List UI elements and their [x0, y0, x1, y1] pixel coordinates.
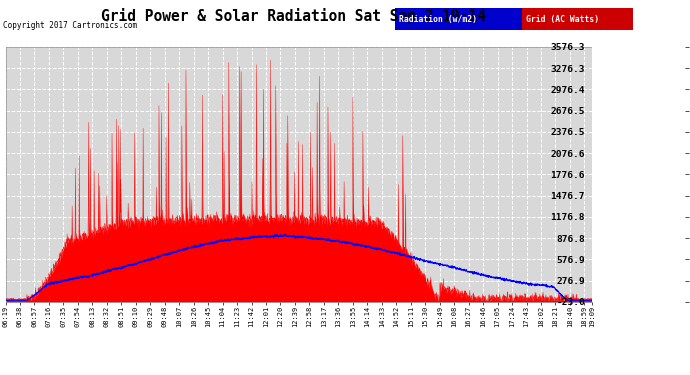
- Text: Radiation (w/m2): Radiation (w/m2): [399, 15, 477, 24]
- Text: Grid (AC Watts): Grid (AC Watts): [526, 15, 600, 24]
- Text: Grid Power & Solar Radiation Sat Sep 2 19:14: Grid Power & Solar Radiation Sat Sep 2 1…: [101, 8, 486, 24]
- Text: Copyright 2017 Cartronics.com: Copyright 2017 Cartronics.com: [3, 21, 137, 30]
